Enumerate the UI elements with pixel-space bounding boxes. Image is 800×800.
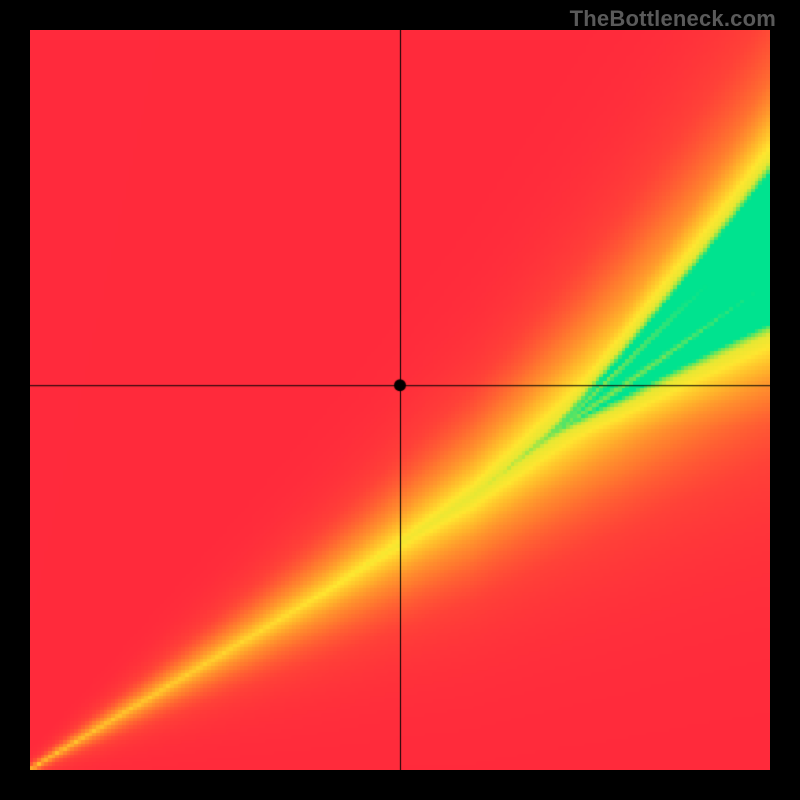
- figure-container: TheBottleneck.com: [0, 0, 800, 800]
- heatmap-plot: [30, 30, 770, 770]
- watermark-text: TheBottleneck.com: [570, 6, 776, 32]
- heatmap-canvas: [30, 30, 770, 770]
